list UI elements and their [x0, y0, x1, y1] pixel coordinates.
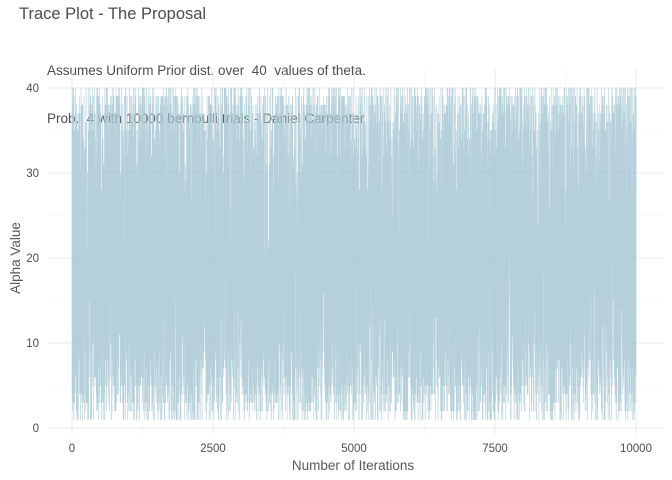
y-tick-label: 20 — [26, 253, 39, 265]
trace-line — [71, 87, 637, 420]
y-tick-label: 30 — [26, 168, 39, 180]
subtitle-line-1: Assumes Uniform Prior dist. over 40 valu… — [47, 63, 366, 78]
y-axis-title: Alpha Value — [8, 222, 23, 294]
x-tick-label: 0 — [69, 443, 75, 455]
axis-ticks: 0 10 20 30 40 0 2500 5000 7500 10000 — [26, 83, 652, 455]
y-tick-label: 40 — [26, 83, 39, 95]
trace-series — [71, 87, 637, 420]
x-tick-label: 7500 — [482, 443, 508, 455]
x-axis-title: Number of Iterations — [292, 458, 415, 473]
x-tick-label: 2500 — [200, 443, 226, 455]
x-tick-label: 5000 — [341, 443, 367, 455]
x-tick-label: 10000 — [620, 443, 652, 455]
y-tick-label: 10 — [26, 338, 39, 350]
chart-title: Trace Plot - The Proposal — [19, 5, 207, 23]
y-tick-label: 0 — [33, 423, 39, 435]
